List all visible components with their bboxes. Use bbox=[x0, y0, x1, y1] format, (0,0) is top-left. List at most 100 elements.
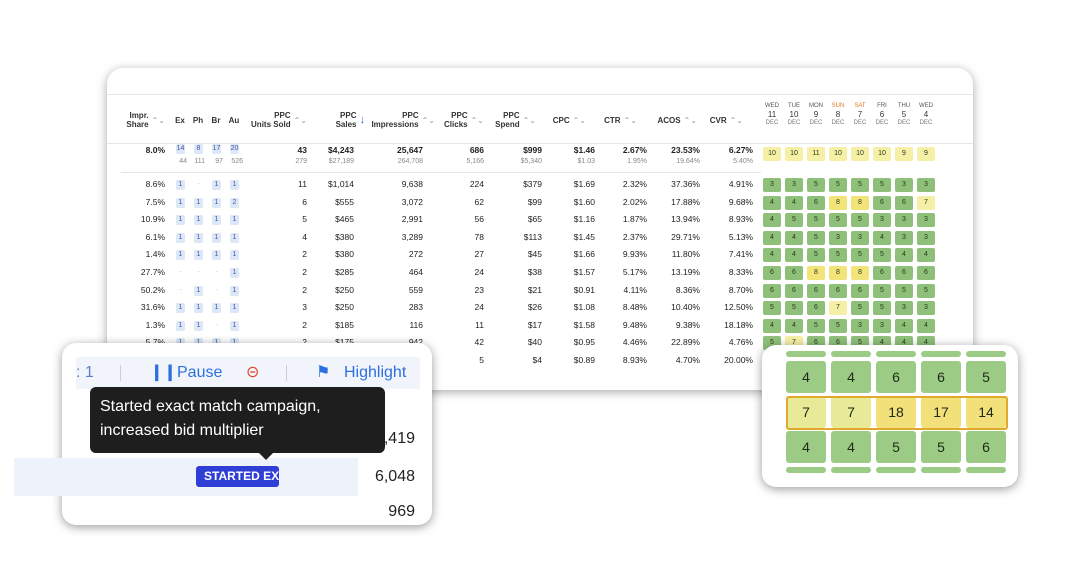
heat-cell: 8 bbox=[851, 195, 869, 210]
table-row[interactable]: 6.1% 4 $380 3,289 78 $113 $1.45 2.37% 29.71% 5.13… bbox=[107, 229, 973, 247]
heat-cell: 8 bbox=[807, 266, 825, 280]
keyword-match-badge: 1 bbox=[194, 215, 203, 226]
cell-units: 5 bbox=[302, 214, 307, 225]
cell-spend: $21 bbox=[527, 284, 542, 295]
cell-spend: $38 bbox=[527, 267, 542, 277]
zoom-heat-cell: 7 bbox=[786, 396, 826, 428]
keyword-match-badge: 1 bbox=[176, 180, 185, 190]
col-br[interactable]: Br bbox=[211, 115, 221, 125]
heat-cell: 6 bbox=[763, 266, 781, 280]
keyword-match-badge: 1 bbox=[230, 268, 239, 278]
heat-cell: 5 bbox=[851, 301, 869, 316]
totals-spend-sub: $5,340 bbox=[520, 158, 542, 165]
totals-heat-cell: 9 bbox=[895, 147, 913, 161]
cell-cpc: $1.08 bbox=[573, 302, 595, 313]
zoom-heat-cell: 6 bbox=[876, 361, 916, 393]
day-month: DEC bbox=[787, 120, 801, 126]
cell-impr: 942 bbox=[365, 334, 423, 352]
tooltip-line-1: Started exact match campaign, bbox=[100, 398, 321, 415]
heat-cell: 4 bbox=[785, 318, 803, 333]
day-header: THU 5 DEC bbox=[893, 102, 915, 128]
heat-cell: 4 bbox=[895, 248, 913, 263]
cell-cpc: $1.16 bbox=[573, 214, 595, 225]
col-ctr[interactable]: CTR ⌃⌄ bbox=[604, 115, 637, 125]
pause-button[interactable]: Pause bbox=[177, 364, 223, 381]
table-row[interactable]: 10.9% 5 $465 2,991 56 $65 $1.16 1.87% 13.94% 8.93… bbox=[107, 211, 973, 229]
zoom-heat-cell: 6 bbox=[921, 361, 961, 393]
heat-cell: 7 bbox=[917, 195, 935, 210]
keyword-match-badge: 1 bbox=[230, 180, 239, 190]
day-month: DEC bbox=[831, 120, 845, 126]
day-number: 6 bbox=[879, 109, 885, 119]
heat-cell: 5 bbox=[829, 213, 847, 228]
keyword-match-badge: 1 bbox=[176, 303, 185, 314]
table-row[interactable]: 8.6% 11 $1,014 9,638 224 $379 $1.69 2.32% 37.36%… bbox=[107, 176, 973, 194]
col-units-sold[interactable]: PPC Units Sold ⌃⌄ bbox=[251, 111, 307, 129]
sort-icon: ⌃⌄ bbox=[572, 115, 586, 125]
col-spend[interactable]: PPC Spend ⌃⌄ bbox=[495, 111, 536, 129]
sort-icon: ⌃⌄ bbox=[522, 115, 536, 125]
zoom-heat-cell-partial bbox=[921, 467, 961, 473]
heat-cell: 4 bbox=[873, 230, 891, 245]
cell-sales: $175 bbox=[307, 334, 354, 352]
col-acos[interactable]: ACOS ⌃⌄ bbox=[657, 115, 697, 125]
cell-spend: $45 bbox=[527, 249, 542, 260]
zoom-heat-cell-partial bbox=[786, 351, 826, 357]
day-number: 7 bbox=[857, 109, 863, 119]
cell-cvr: 8.70% bbox=[728, 284, 753, 295]
heat-cell: 6 bbox=[917, 266, 935, 280]
keyword-match-badge: 1 bbox=[212, 232, 221, 243]
day-number: 5 bbox=[901, 109, 907, 119]
sort-icon: ⌃⌄ bbox=[683, 115, 697, 125]
table-row[interactable]: 1.3% 2 $185 116 11 $17 $1.58 9.48% 9.38% 18.18% 1 1… bbox=[107, 317, 973, 335]
col-cpc[interactable]: CPC ⌃⌄ bbox=[552, 115, 586, 125]
keyword-match-badge: 1 bbox=[176, 250, 185, 261]
heat-cell: 5 bbox=[807, 318, 825, 333]
flag-icon[interactable]: ⚑ bbox=[316, 364, 331, 381]
day-of-week: THU bbox=[897, 103, 911, 109]
zoom-heat-cell: 5 bbox=[921, 431, 961, 463]
table-row[interactable]: 27.7% 2 $285 464 24 $38 $1.57 5.17% 13.19% 8.33% -… bbox=[107, 264, 973, 282]
cell-units: 2 bbox=[302, 284, 307, 295]
table-row[interactable]: 50.2% 2 $250 559 23 $21 $0.91 4.11% 8.36% 8.70% - 1… bbox=[107, 282, 973, 300]
cell-sales: $380 bbox=[335, 231, 354, 242]
totals-heat-cell: 11 bbox=[807, 147, 825, 161]
started-status-badge[interactable]: STARTED EX bbox=[196, 466, 279, 487]
col-cvr[interactable]: CVR ⌃⌄ bbox=[709, 115, 743, 125]
cell-sales: $555 bbox=[335, 196, 354, 207]
zoom-heat-cell-partial bbox=[786, 467, 826, 473]
heat-cell: 3 bbox=[873, 318, 891, 333]
cell-acos: 17.88% bbox=[671, 196, 700, 207]
heat-cell: 5 bbox=[829, 248, 847, 263]
keyword-match-badge: 1 bbox=[230, 250, 239, 261]
pause-icon[interactable]: ❙❙ bbox=[150, 364, 177, 381]
col-impr-share[interactable]: Impr. Share ⌃⌄ bbox=[126, 111, 165, 129]
col-impressions[interactable]: PPC Impressions ⌃⌄ bbox=[371, 111, 435, 129]
heat-cell: 6 bbox=[807, 283, 825, 298]
col-ph[interactable]: Ph bbox=[192, 115, 204, 125]
highlight-button[interactable]: Highlight bbox=[344, 364, 407, 381]
cell-units: 6 bbox=[302, 196, 307, 207]
table-row[interactable]: 7.5% 6 $555 3,072 62 $99 $1.60 2.02% 17.88% 9.68%… bbox=[107, 194, 973, 212]
col-ex[interactable]: Ex bbox=[175, 115, 185, 125]
heat-cell: 5 bbox=[917, 283, 935, 298]
cell-cpc: $0.91 bbox=[573, 284, 595, 295]
col-au[interactable]: Au bbox=[228, 115, 240, 125]
cell-share: 10.9% bbox=[140, 214, 165, 225]
cell-spend: $17 bbox=[527, 319, 542, 330]
cell-spend: $99 bbox=[527, 196, 542, 207]
zoom-heat-cell-partial bbox=[921, 351, 961, 357]
zoom-heat-cell-partial bbox=[966, 467, 1006, 473]
cell-units: 2 bbox=[257, 334, 307, 352]
heat-cell: 4 bbox=[763, 213, 781, 228]
totals-impressions-sub: 264,708 bbox=[397, 158, 423, 165]
table-row[interactable]: 31.6% 3 $250 283 24 $26 $1.08 8.48% 10.40% 12.50%… bbox=[107, 299, 973, 317]
table-row[interactable]: 1.4% 2 $380 272 27 $45 $1.66 9.93% 11.80% 7.41% 1 1… bbox=[107, 246, 973, 264]
col-sales[interactable]: PPC Sales ↓ bbox=[335, 111, 365, 129]
heat-cell: 3 bbox=[917, 178, 935, 192]
cell-cvr: 4.76% bbox=[728, 337, 753, 348]
clock-icon[interactable]: ⊝ bbox=[246, 364, 260, 381]
col-clicks[interactable]: PPC Clicks ⌃⌄ bbox=[444, 111, 484, 129]
cell-impr: 464 bbox=[408, 267, 423, 277]
keyword-match-badge: 2 bbox=[230, 197, 239, 208]
